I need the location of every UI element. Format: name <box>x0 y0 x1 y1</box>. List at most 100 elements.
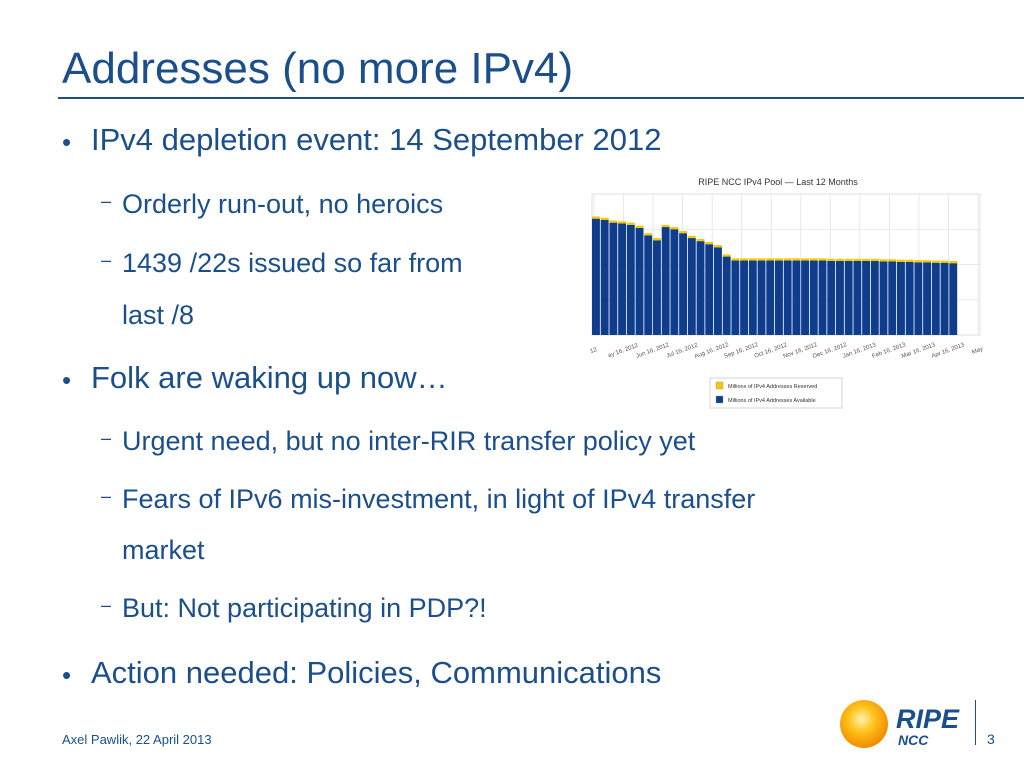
bar-available <box>679 233 688 335</box>
bar-reserved <box>914 260 923 263</box>
sub-bullet-1-2-text: 1439 /22s issued so far from <box>122 248 463 278</box>
bar-available <box>757 260 766 335</box>
logo-separator <box>975 700 976 745</box>
bar-available <box>914 262 923 335</box>
chart-x-tick-label: May <box>971 346 984 356</box>
logo-text-main: RIPE <box>896 704 960 734</box>
sub-bullet-2-1: – Urgent need, but no inter-RIR transfer… <box>101 426 696 457</box>
bar-reserved <box>600 217 609 220</box>
bar-reserved <box>905 259 914 262</box>
bar-reserved <box>853 258 862 261</box>
bar-available <box>827 260 836 335</box>
sub-dash: – <box>101 486 112 506</box>
bullet-2: • Folk are waking up now… <box>62 360 448 396</box>
chart-legend: Millions of IPv4 Addresses Reserved Mill… <box>709 377 843 409</box>
bar-reserved <box>635 225 644 228</box>
chart-x-tick-label: Jun 16, 2012 <box>635 342 670 360</box>
bar-reserved <box>949 260 958 264</box>
bar-reserved <box>940 260 949 263</box>
bar-reserved <box>696 238 705 242</box>
bar-reserved <box>783 258 792 261</box>
bar-available <box>809 260 818 335</box>
bar-available <box>905 261 914 335</box>
chart-x-tick-label: ay 16, 2012 <box>607 343 639 360</box>
legend-swatch-reserved <box>715 381 724 390</box>
footer-author-date: Axel Pawlik, 22 April 2013 <box>62 732 212 747</box>
ipv4-pool-chart: RIPE NCC IPv4 Pool — Last 12 Months 12 ay… <box>588 172 984 412</box>
bar-reserved <box>931 260 940 263</box>
bullet-3-text: Action needed: Policies, Communications <box>91 655 662 690</box>
bar-reserved <box>888 259 897 262</box>
bar-reserved <box>687 235 696 239</box>
slide-title: Addresses (no more IPv4) <box>62 44 574 93</box>
bar-reserved <box>670 227 679 230</box>
bar-available <box>897 261 905 335</box>
bar-reserved <box>644 233 653 236</box>
bar-available <box>635 227 644 335</box>
bar-available <box>600 219 609 335</box>
bar-reserved <box>618 221 627 224</box>
bar-reserved <box>809 258 818 261</box>
sun-icon <box>840 700 888 748</box>
bar-reserved <box>792 258 801 261</box>
bar-reserved <box>740 258 749 261</box>
sub-bullet-2-3-text: But: Not participating in PDP?! <box>122 593 487 623</box>
bar-reserved <box>870 258 879 261</box>
bar-reserved <box>836 258 844 261</box>
bar-available <box>844 260 853 335</box>
bar-reserved <box>714 245 722 248</box>
legend-swatch-available <box>715 395 724 404</box>
bullet-1-text: IPv4 depletion event: 14 September 2012 <box>91 122 662 157</box>
bar-available <box>740 260 749 335</box>
chart-title: RIPE NCC IPv4 Pool — Last 12 Months <box>698 177 858 187</box>
bar-available <box>862 260 871 335</box>
bar-available <box>783 260 792 335</box>
chart-svg: RIPE NCC IPv4 Pool — Last 12 Months 12 ay… <box>589 177 984 409</box>
bar-available <box>940 262 949 335</box>
bar-reserved <box>679 231 688 234</box>
bar-reserved <box>818 258 827 261</box>
bar-available <box>836 260 844 335</box>
bar-reserved <box>775 258 783 261</box>
bar-reserved <box>626 222 635 225</box>
bar-reserved <box>748 258 757 261</box>
sub-dash: – <box>101 595 112 615</box>
bar-reserved <box>801 258 810 261</box>
legend-box <box>709 377 843 409</box>
bullet-dot: • <box>62 127 72 157</box>
bar-available <box>661 227 670 335</box>
bar-available <box>618 223 627 335</box>
bar-reserved <box>879 259 888 262</box>
chart-x-tick-label: 12 <box>589 347 598 355</box>
ripe-ncc-logo: RIPE NCC <box>840 700 960 748</box>
bullet-3: • Action needed: Policies, Communication… <box>62 655 662 691</box>
bar-available <box>714 247 722 335</box>
sub-bullet-1-2-cont: last /8 <box>122 300 194 331</box>
bar-reserved <box>923 260 932 263</box>
bar-reserved <box>653 238 661 241</box>
bar-available <box>670 229 679 335</box>
bar-reserved <box>722 254 731 257</box>
chart-x-tick-label: Apr 16, 2013 <box>931 342 966 360</box>
logo-text-sub: NCC <box>898 732 929 748</box>
sub-bullet-2-1-text: Urgent need, but no inter-RIR transfer p… <box>122 426 696 456</box>
sub-dash: – <box>101 428 112 448</box>
bar-available <box>766 260 775 335</box>
bar-available <box>931 262 940 335</box>
legend-label-reserved: Millions of IPv4 Addresses Reserved <box>728 384 817 390</box>
bar-available <box>626 224 635 335</box>
bar-reserved <box>661 224 670 228</box>
sub-bullet-1-2-cont-text: last /8 <box>122 300 195 330</box>
bar-available <box>949 263 958 335</box>
sub-dash: – <box>101 191 112 211</box>
bar-reserved <box>827 258 836 261</box>
bar-reserved <box>844 258 853 261</box>
sub-bullet-2-2-cont-text: market <box>122 535 205 565</box>
title-divider <box>58 97 1024 99</box>
bar-available <box>653 240 661 335</box>
bar-available <box>592 218 600 335</box>
bullet-1: • IPv4 depletion event: 14 September 201… <box>62 122 662 158</box>
sub-dash: – <box>101 250 112 270</box>
bar-available <box>722 256 731 335</box>
